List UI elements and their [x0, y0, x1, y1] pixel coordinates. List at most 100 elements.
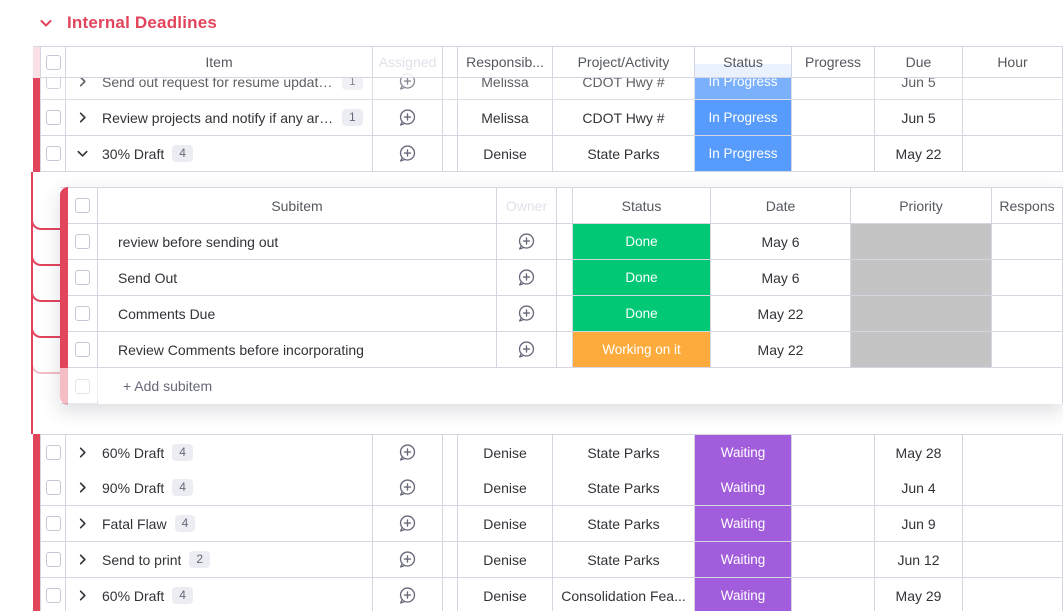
due-cell[interactable]: Jun 9 [875, 506, 963, 542]
owner-cell[interactable] [497, 332, 557, 368]
column-header-due[interactable]: Due [875, 47, 963, 78]
due-cell[interactable]: May 28 [875, 435, 963, 471]
assigned-cell[interactable] [373, 470, 443, 506]
row-checkbox[interactable] [45, 445, 61, 460]
assigned-cell[interactable] [373, 578, 443, 611]
column-header-subitem[interactable]: Subitem [98, 188, 497, 224]
add-conversation-icon[interactable] [516, 267, 537, 288]
item-name[interactable]: 90% Draft [102, 479, 165, 496]
subitem-name[interactable]: Comments Due [98, 296, 497, 332]
add-conversation-icon[interactable] [397, 585, 418, 606]
add-conversation-icon[interactable] [516, 231, 537, 252]
hour-cell[interactable] [963, 136, 1063, 172]
responsible-cell[interactable]: Melissa [458, 100, 553, 136]
row-checkbox[interactable] [75, 270, 90, 285]
due-cell[interactable]: Jun 12 [875, 542, 963, 578]
item-cell[interactable]: 30% Draft 4 [66, 136, 373, 172]
assigned-cell[interactable] [373, 100, 443, 136]
progress-cell[interactable] [792, 506, 875, 542]
item-name[interactable]: Review projects and notify if any are ..… [102, 109, 334, 126]
date-cell[interactable]: May 22 [711, 296, 851, 332]
add-conversation-icon[interactable] [397, 107, 418, 128]
column-header-assigned[interactable]: Assigned [373, 47, 443, 78]
due-cell[interactable]: May 29 [875, 578, 963, 611]
add-conversation-icon[interactable] [516, 303, 537, 324]
row-select-cell[interactable] [40, 100, 66, 136]
row-checkbox[interactable] [45, 552, 61, 567]
project-cell[interactable]: State Parks [553, 136, 695, 172]
column-header-owner[interactable]: Owner [497, 188, 557, 224]
hour-cell[interactable] [963, 506, 1063, 542]
progress-cell[interactable] [792, 470, 875, 506]
status-cell[interactable]: In Progress [695, 100, 792, 136]
row-select-cell[interactable] [40, 136, 66, 172]
progress-cell[interactable] [792, 100, 875, 136]
hour-cell[interactable] [963, 470, 1063, 506]
item-name[interactable]: Send to print [102, 551, 182, 568]
hour-cell[interactable] [963, 542, 1063, 578]
due-cell[interactable]: Jun 4 [875, 470, 963, 506]
chevron-right-icon[interactable] [75, 110, 90, 125]
project-cell[interactable]: State Parks [553, 542, 695, 578]
column-header-item[interactable]: Item [66, 47, 373, 78]
column-header-responsible[interactable]: Responsib... [458, 47, 553, 78]
subitem-select-all-cell[interactable] [68, 188, 98, 224]
group-title[interactable]: Internal Deadlines [67, 13, 218, 32]
progress-cell[interactable] [792, 542, 875, 578]
project-cell[interactable]: Consolidation Fea... [553, 578, 695, 611]
row-checkbox[interactable] [45, 516, 61, 531]
status-cell[interactable]: Waiting [695, 578, 792, 611]
status-cell[interactable]: Done [573, 224, 711, 260]
responsible-cell[interactable]: Denise [458, 470, 553, 506]
item-name[interactable]: 60% Draft [102, 444, 165, 461]
progress-cell[interactable] [792, 578, 875, 611]
column-header-date[interactable]: Date [711, 188, 851, 224]
column-header-status[interactable]: Status [573, 188, 711, 224]
column-header-project[interactable]: Project/Activity [553, 47, 695, 78]
chevron-down-icon[interactable] [75, 146, 90, 161]
priority-cell[interactable] [851, 260, 992, 296]
due-cell[interactable]: Jun 5 [875, 100, 963, 136]
item-cell[interactable]: 90% Draft 4 [66, 470, 373, 506]
assigned-cell[interactable] [373, 506, 443, 542]
project-cell[interactable]: State Parks [553, 435, 695, 471]
project-cell[interactable]: CDOT Hwy # [553, 100, 695, 136]
row-select-cell[interactable] [40, 435, 66, 471]
owner-cell[interactable] [497, 296, 557, 332]
status-cell[interactable]: Done [573, 296, 711, 332]
add-conversation-icon[interactable] [397, 143, 418, 164]
hour-cell[interactable] [963, 578, 1063, 611]
row-select-cell[interactable] [40, 506, 66, 542]
status-cell[interactable]: Done [573, 260, 711, 296]
priority-cell[interactable] [851, 332, 992, 368]
item-cell[interactable]: Review projects and notify if any are ..… [66, 100, 373, 136]
responsible-cell[interactable]: Denise [458, 506, 553, 542]
progress-cell[interactable] [792, 136, 875, 172]
column-header-priority[interactable]: Priority [851, 188, 992, 224]
chevron-right-icon[interactable] [75, 74, 90, 89]
responsible-cell[interactable]: Denise [458, 542, 553, 578]
owner-cell[interactable] [497, 224, 557, 260]
responsible-cell[interactable] [992, 224, 1062, 260]
row-checkbox[interactable] [45, 480, 61, 495]
responsible-cell[interactable]: Denise [458, 578, 553, 611]
hour-cell[interactable] [963, 435, 1063, 471]
add-subitem-button[interactable]: + Add subitem [98, 368, 1062, 404]
add-conversation-icon[interactable] [397, 442, 418, 463]
priority-cell[interactable] [851, 296, 992, 332]
add-conversation-icon[interactable] [397, 513, 418, 534]
row-select-cell[interactable] [68, 224, 98, 260]
chevron-right-icon[interactable] [75, 480, 90, 495]
assigned-cell[interactable] [373, 542, 443, 578]
status-cell[interactable]: In Progress [695, 136, 792, 172]
responsible-cell[interactable] [992, 296, 1062, 332]
status-cell[interactable]: Waiting [695, 506, 792, 542]
item-cell[interactable]: 60% Draft 4 [66, 435, 373, 471]
item-name[interactable]: 30% Draft [102, 145, 165, 162]
item-name[interactable]: 60% Draft [102, 587, 165, 604]
row-checkbox[interactable] [45, 110, 61, 125]
responsible-cell[interactable]: Denise [458, 136, 553, 172]
status-cell[interactable]: Waiting [695, 542, 792, 578]
item-name[interactable]: Fatal Flaw [102, 515, 167, 532]
status-cell[interactable]: Working on it [573, 332, 711, 368]
